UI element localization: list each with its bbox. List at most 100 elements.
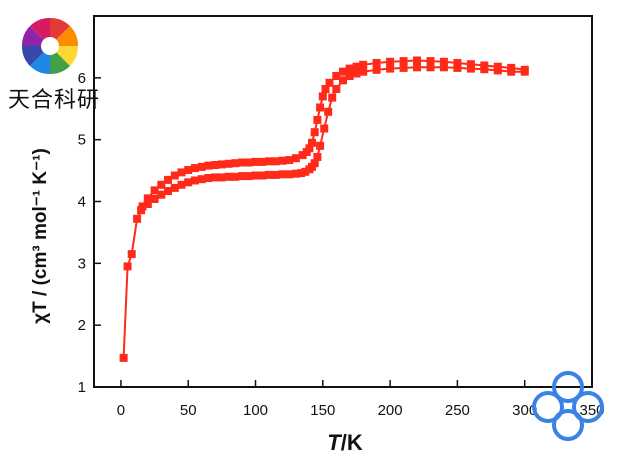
- y-tick-label: 1: [78, 379, 86, 396]
- watermark-knot-icon: [532, 371, 604, 441]
- data-point-cooling: [345, 72, 354, 80]
- data-point-cooling: [251, 171, 260, 180]
- data-point-heating: [251, 157, 260, 166]
- data-point-heating: [305, 144, 314, 153]
- data-point-cooling: [231, 172, 240, 181]
- y-tick-label: 6: [78, 70, 86, 87]
- x-tick-label: 50: [180, 402, 197, 419]
- data-point-heating: [244, 158, 253, 167]
- x-axis-label: T/K: [327, 430, 363, 455]
- data-point-heating: [184, 166, 193, 174]
- data-point-cooling: [372, 65, 381, 74]
- data-point-heating: [271, 157, 280, 166]
- data-point-cooling: [170, 183, 179, 192]
- data-point-heating: [466, 60, 475, 69]
- data-point-heating: [258, 157, 267, 166]
- data-point-cooling: [224, 172, 233, 181]
- x-tick-label: 200: [378, 402, 403, 419]
- data-point-heating: [426, 57, 435, 66]
- data-point-cooling: [520, 67, 529, 76]
- y-tick-label: 3: [78, 255, 86, 272]
- logo-pinwheel-icon: [21, 17, 79, 75]
- logo-text: 天合科研: [8, 88, 101, 113]
- y-axis-label: χT / (cm³ mol⁻¹ K⁻¹): [30, 148, 51, 324]
- data-point-cooling: [265, 170, 273, 179]
- data-point-cooling: [493, 66, 502, 75]
- data-point-cooling: [313, 153, 322, 161]
- data-point-cooling: [137, 206, 146, 215]
- data-point-heating: [332, 72, 341, 80]
- data-point-cooling: [507, 67, 516, 76]
- data-point-cooling: [305, 165, 314, 174]
- data-point-heating: [190, 164, 199, 173]
- data-point-heating: [439, 57, 448, 66]
- data-point-heating: [285, 156, 294, 165]
- data-point-heating: [372, 59, 381, 67]
- data-point-cooling: [359, 67, 368, 76]
- data-point-heating: [321, 85, 330, 93]
- data-point-cooling: [177, 180, 186, 189]
- data-point-heating: [345, 64, 354, 73]
- data-point-heating: [204, 161, 213, 170]
- data-point-cooling: [386, 64, 395, 73]
- data-point-cooling: [278, 170, 287, 179]
- data-point-heating: [150, 186, 159, 195]
- data-point-cooling: [480, 65, 489, 74]
- data-point-heating: [352, 62, 361, 71]
- data-point-heating: [386, 57, 395, 66]
- y-tick-label: 2: [78, 317, 86, 334]
- x-tick-label: 250: [445, 402, 470, 419]
- data-point-cooling: [453, 63, 462, 72]
- data-point-cooling: [339, 76, 347, 85]
- data-point-cooling: [399, 63, 408, 72]
- x-axis-label-unit: /K: [341, 430, 363, 455]
- data-point-heating: [453, 59, 462, 67]
- data-point-heating: [164, 175, 172, 184]
- data-point-heating: [316, 103, 325, 112]
- data-point-cooling: [197, 175, 206, 184]
- data-point-heating: [278, 156, 287, 165]
- x-tick-label: 300: [512, 402, 537, 419]
- data-point-heating: [313, 115, 322, 124]
- series-line-heating: [122, 59, 525, 358]
- data-point-cooling: [211, 173, 220, 182]
- data-point-cooling: [143, 200, 152, 208]
- data-point-heating: [211, 161, 220, 169]
- data-point-heating: [359, 60, 368, 69]
- data-point-cooling: [328, 93, 337, 102]
- data-point-heating: [308, 138, 316, 147]
- data-point-heating: [310, 128, 319, 137]
- y-tick-label: 4: [78, 194, 86, 211]
- data-point-heating: [318, 92, 327, 101]
- data-point-cooling: [184, 178, 193, 187]
- data-point-heating: [339, 67, 347, 76]
- data-point-cooling: [244, 172, 253, 181]
- data-point-heating: [298, 151, 307, 160]
- data-point-heating: [197, 162, 206, 171]
- data-point-cooling: [258, 171, 267, 180]
- data-point-cooling: [320, 124, 329, 133]
- data-point-cooling: [190, 176, 199, 185]
- data-point-heating: [265, 157, 273, 166]
- data-point-heating: [143, 194, 152, 203]
- data-point-heating: [291, 154, 300, 163]
- data-point-heating: [177, 168, 186, 177]
- data-point-cooling: [204, 174, 213, 182]
- data-point-cooling: [352, 69, 361, 78]
- data-point-heating: [123, 262, 132, 271]
- x-axis-label-symbol: T: [327, 430, 342, 455]
- data-point-heating: [127, 250, 136, 259]
- data-point-cooling: [466, 64, 475, 73]
- data-point-cooling: [217, 173, 226, 182]
- data-point-cooling: [332, 85, 341, 93]
- series-layer: [119, 56, 529, 362]
- data-point-cooling: [157, 190, 166, 199]
- data-point-cooling: [291, 169, 300, 178]
- data-point-cooling: [297, 169, 306, 178]
- data-point-heating: [133, 214, 142, 223]
- data-point-heating: [224, 159, 233, 168]
- data-point-cooling: [316, 141, 325, 150]
- x-tick-label: 150: [310, 402, 335, 419]
- data-point-heating: [157, 180, 166, 189]
